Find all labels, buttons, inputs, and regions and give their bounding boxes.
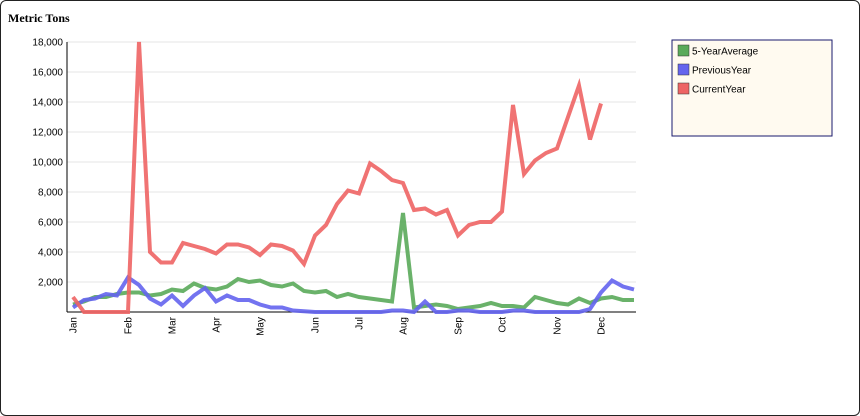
y-tick-label: 10,000 [32,158,63,169]
x-tick-label: Mar [168,316,179,334]
chart-title: Metric Tons [8,11,70,25]
y-tick-label: 16,000 [32,68,63,79]
y-tick-label: 14,000 [32,98,63,109]
y-tick-label: 4,000 [38,248,63,259]
series-line [72,212,634,312]
x-tick-label: May [256,317,267,336]
y-tick-label: 2,000 [38,278,63,289]
y-tick-label: 8,000 [38,188,63,199]
y-tick-label: 12,000 [32,128,63,139]
x-tick-label: Dec [597,317,608,335]
legend-label: CurrentYear [692,85,746,96]
x-tick-label: Jun [311,317,322,333]
legend-swatch [677,63,690,76]
series-line [71,41,603,314]
x-tick-label: Nov [553,317,564,335]
y-tick-label: 6,000 [38,218,63,229]
legend-box [671,39,833,137]
legend-label: PreviousYear [692,66,752,77]
y-tick-label: 18,000 [32,38,63,49]
x-tick-label: Jul [355,317,366,330]
legend-swatch [677,44,690,57]
x-tick-label: Sep [454,317,465,335]
series-line [71,274,635,315]
x-tick-label: Apr [212,316,223,332]
x-tick-label: Aug [399,317,410,335]
legend-label: 5-YearAverage [692,47,759,58]
legend-swatch [677,82,690,95]
x-tick-label: Feb [124,317,135,335]
x-tick-label: Jan [69,317,80,333]
x-tick-label: Oct [498,317,509,333]
